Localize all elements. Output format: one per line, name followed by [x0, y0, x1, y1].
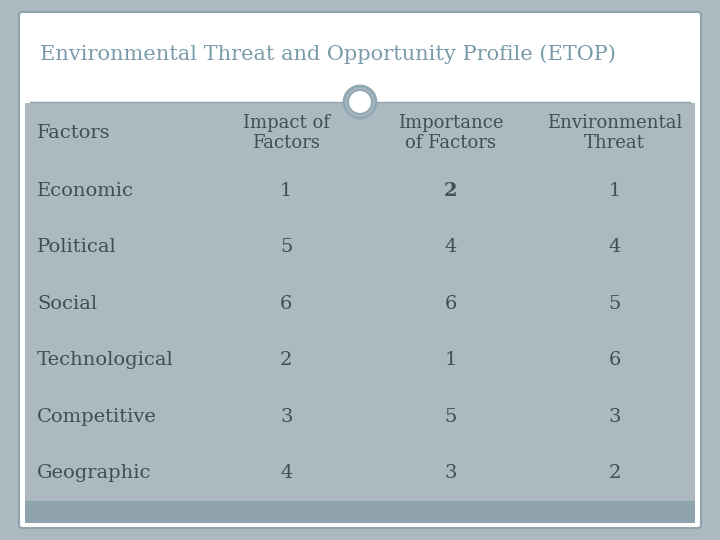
Text: 3: 3 [444, 464, 456, 482]
FancyBboxPatch shape [19, 12, 701, 528]
Text: 6: 6 [608, 351, 621, 369]
Text: 6: 6 [280, 295, 292, 313]
Text: 3: 3 [280, 408, 292, 426]
Text: 4: 4 [608, 239, 621, 256]
Circle shape [348, 90, 372, 114]
Text: Technological: Technological [37, 351, 174, 369]
Text: 5: 5 [444, 408, 456, 426]
Text: 2: 2 [280, 351, 292, 369]
FancyBboxPatch shape [25, 103, 695, 523]
Text: Economic: Economic [37, 182, 134, 200]
Text: Impact of
Factors: Impact of Factors [243, 113, 330, 152]
Circle shape [351, 93, 369, 111]
Text: 2: 2 [608, 464, 621, 482]
Text: 5: 5 [608, 295, 621, 313]
Text: 5: 5 [280, 239, 292, 256]
Text: 4: 4 [280, 464, 292, 482]
Text: 6: 6 [444, 295, 456, 313]
Text: 3: 3 [608, 408, 621, 426]
Text: 2: 2 [444, 182, 457, 200]
Text: Political: Political [37, 239, 117, 256]
Text: Social: Social [37, 295, 97, 313]
Text: Environmental
Threat: Environmental Threat [547, 113, 683, 152]
Text: Geographic: Geographic [37, 464, 151, 482]
Text: 4: 4 [444, 239, 456, 256]
Text: Environmental Threat and Opportunity Profile (ETOP): Environmental Threat and Opportunity Pro… [40, 44, 616, 64]
Text: 1: 1 [280, 182, 292, 200]
Text: 1: 1 [444, 351, 456, 369]
Circle shape [344, 86, 376, 118]
Text: 1: 1 [608, 182, 621, 200]
FancyBboxPatch shape [25, 501, 695, 523]
Text: Competitive: Competitive [37, 408, 157, 426]
Text: Factors: Factors [37, 124, 111, 142]
Text: Importance
of Factors: Importance of Factors [397, 113, 503, 152]
